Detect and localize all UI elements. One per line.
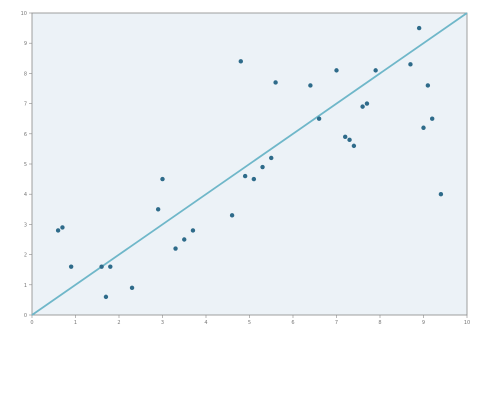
reference-line (31, 12, 468, 316)
data-point (343, 134, 348, 140)
y-tick-label: 5 (24, 162, 27, 168)
data-point (308, 83, 313, 88)
y-tick-label: 1 (24, 283, 27, 289)
data-point (269, 155, 274, 161)
data-point (408, 62, 413, 67)
x-tick-label: 7 (335, 320, 338, 326)
x-tick-label: 1 (74, 320, 77, 326)
y-tick-label: 8 (24, 71, 27, 77)
data-point (360, 104, 365, 109)
data-point (334, 68, 339, 73)
data-point (160, 176, 165, 182)
y-tick-label: 2 (24, 253, 27, 259)
data-point (242, 173, 248, 179)
y-tick-label: 3 (24, 222, 27, 228)
x-tick-label: 8 (378, 320, 381, 326)
x-tick-label: 9 (422, 320, 425, 326)
x-tick-label: 6 (291, 320, 294, 326)
data-point (260, 164, 265, 170)
data-point (416, 25, 422, 31)
data-point (364, 101, 370, 106)
data-point (373, 68, 378, 73)
data-point (430, 116, 435, 121)
x-tick-label: 0 (30, 320, 33, 326)
data-point (173, 246, 178, 251)
data-point (251, 176, 257, 182)
x-tick-label: 10 (464, 320, 470, 326)
data-point (238, 59, 243, 64)
data-point (60, 225, 65, 230)
data-point (99, 264, 104, 269)
data-point (316, 116, 322, 121)
y-tick-label: 7 (24, 102, 27, 108)
y-tick-label: 6 (24, 132, 27, 138)
y-tick-label: 4 (24, 192, 27, 198)
figure-note (26, 330, 478, 412)
data-point (190, 228, 196, 233)
x-tick-label: 5 (248, 320, 251, 326)
data-point (438, 192, 444, 197)
data-point (108, 264, 113, 269)
x-tick-label: 2 (117, 320, 120, 326)
y-tick-label: 0 (24, 313, 27, 319)
y-tick-label: 9 (24, 41, 27, 47)
data-point (351, 143, 357, 149)
data-point (347, 137, 352, 143)
data-point (421, 125, 426, 130)
data-point (425, 83, 431, 88)
data-point (103, 294, 109, 300)
y-tick-label: 10 (21, 11, 27, 17)
data-point (55, 228, 61, 233)
data-point (229, 213, 235, 218)
data-point (182, 237, 187, 242)
data-point (273, 80, 278, 85)
data-point (129, 285, 135, 291)
data-point (155, 207, 161, 212)
x-tick-label: 3 (161, 320, 164, 326)
data-point (68, 264, 74, 269)
x-tick-label: 4 (204, 320, 207, 326)
